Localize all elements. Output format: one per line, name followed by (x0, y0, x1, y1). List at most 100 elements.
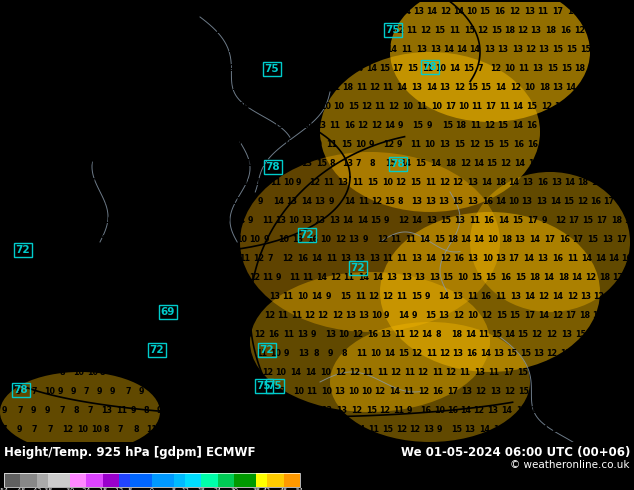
Text: 15: 15 (509, 312, 520, 320)
Text: 7: 7 (43, 217, 48, 225)
Text: 17: 17 (581, 7, 592, 17)
Text: 13: 13 (156, 330, 167, 340)
Text: 9: 9 (15, 236, 20, 245)
Text: 15: 15 (582, 217, 593, 225)
Text: 24: 24 (214, 488, 222, 490)
Text: 15: 15 (561, 65, 572, 74)
Text: 11: 11 (478, 330, 489, 340)
Text: 8: 8 (197, 312, 203, 320)
Text: 13: 13 (286, 197, 297, 206)
Text: 13: 13 (580, 293, 591, 301)
Text: 12: 12 (288, 122, 299, 130)
Text: 11: 11 (282, 293, 293, 301)
Text: 10: 10 (595, 159, 606, 169)
Text: 14: 14 (493, 425, 504, 435)
Text: 18: 18 (629, 330, 634, 340)
Text: 7: 7 (157, 7, 162, 17)
Text: 7: 7 (58, 65, 63, 74)
Text: 9: 9 (412, 312, 418, 320)
Text: 10: 10 (126, 273, 137, 282)
Text: 12: 12 (624, 217, 634, 225)
Text: 8: 8 (370, 159, 375, 169)
Text: 15: 15 (497, 122, 508, 130)
Text: 16: 16 (526, 122, 537, 130)
Text: 13: 13 (369, 254, 380, 264)
Text: 11: 11 (632, 178, 634, 188)
Text: 14: 14 (290, 368, 301, 377)
Text: 9: 9 (183, 407, 188, 416)
Text: 12: 12 (477, 26, 488, 35)
Text: 10: 10 (143, 330, 154, 340)
Text: 9: 9 (131, 159, 136, 169)
Text: 7: 7 (30, 7, 36, 17)
Text: 13: 13 (411, 197, 422, 206)
Text: 12: 12 (62, 425, 73, 435)
Text: 13: 13 (594, 46, 605, 54)
Text: 9: 9 (88, 46, 93, 54)
Text: 17: 17 (503, 368, 514, 377)
Text: 10: 10 (338, 330, 349, 340)
Text: 12: 12 (253, 254, 264, 264)
Text: 9: 9 (58, 217, 63, 225)
Text: 12: 12 (349, 368, 360, 377)
Text: 16: 16 (307, 236, 318, 245)
Text: 14: 14 (400, 159, 411, 169)
Text: 12: 12 (328, 46, 339, 54)
Text: -12: -12 (114, 488, 124, 490)
Text: 13: 13 (157, 178, 168, 188)
Text: 7: 7 (236, 368, 242, 377)
Text: 15: 15 (486, 159, 497, 169)
Text: 14: 14 (443, 46, 454, 54)
Text: 12: 12 (288, 159, 299, 169)
Text: 13: 13 (301, 217, 312, 225)
Text: 12: 12 (299, 425, 310, 435)
Text: 12: 12 (102, 26, 113, 35)
Text: 12: 12 (367, 26, 378, 35)
Text: 12: 12 (351, 407, 362, 416)
Text: 8: 8 (220, 273, 226, 282)
Text: 12: 12 (531, 330, 542, 340)
Text: 7: 7 (30, 293, 36, 301)
Text: 7: 7 (87, 159, 93, 169)
Text: 9: 9 (542, 217, 548, 225)
Text: 12: 12 (460, 159, 471, 169)
Text: 12: 12 (517, 26, 528, 35)
Text: 7: 7 (161, 65, 167, 74)
Text: 12: 12 (473, 407, 484, 416)
Text: 9: 9 (230, 7, 235, 17)
Text: 10: 10 (307, 102, 318, 111)
Text: 12: 12 (245, 83, 256, 93)
Text: We 01-05-2024 06:00 UTC (00+06): We 01-05-2024 06:00 UTC (00+06) (401, 446, 630, 459)
Text: 12: 12 (332, 312, 343, 320)
Text: 7: 7 (195, 368, 200, 377)
Text: 12: 12 (369, 83, 380, 93)
Text: 7: 7 (89, 178, 94, 188)
Ellipse shape (390, 0, 590, 122)
Text: 13: 13 (354, 254, 365, 264)
Text: 78: 78 (423, 62, 437, 72)
Text: 11: 11 (405, 236, 416, 245)
Text: 16: 16 (344, 122, 355, 130)
Text: 16: 16 (527, 141, 538, 149)
Text: 14: 14 (456, 46, 467, 54)
Text: 18: 18 (618, 178, 629, 188)
Text: 0: 0 (150, 488, 154, 490)
Text: 12: 12 (116, 349, 127, 359)
Text: 9: 9 (86, 102, 91, 111)
Text: 11: 11 (495, 293, 506, 301)
Text: 9: 9 (437, 425, 443, 435)
Text: 18: 18 (558, 273, 569, 282)
Text: 13: 13 (226, 293, 237, 301)
Text: 13: 13 (411, 254, 422, 264)
Text: 10: 10 (31, 368, 42, 377)
Text: 16: 16 (432, 388, 443, 396)
Bar (48, 473, 70, 487)
Text: 12: 12 (327, 425, 338, 435)
Text: 11: 11 (410, 141, 421, 149)
Text: 10: 10 (467, 312, 478, 320)
Text: 7: 7 (87, 26, 93, 35)
Text: 15: 15 (606, 122, 617, 130)
Text: 13: 13 (497, 46, 508, 54)
Text: 13: 13 (536, 197, 547, 206)
Text: 12: 12 (555, 217, 566, 225)
